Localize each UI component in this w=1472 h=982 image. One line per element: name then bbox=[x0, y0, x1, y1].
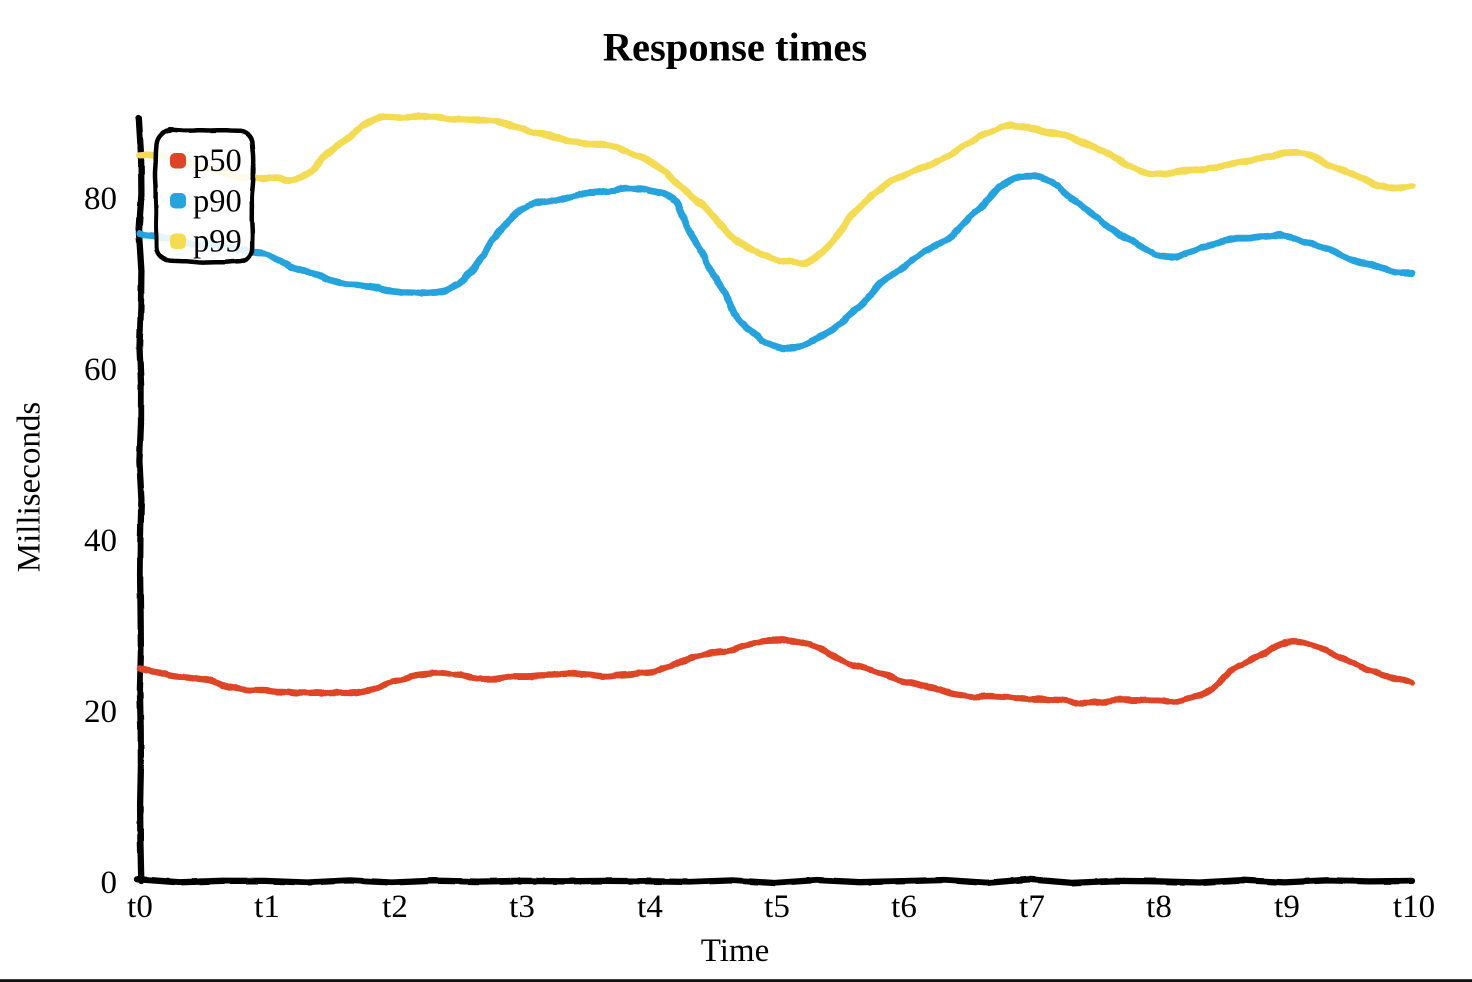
svg-text:p90: p90 bbox=[193, 183, 242, 219]
svg-text:t5: t5 bbox=[764, 889, 790, 925]
svg-text:Milliseconds: Milliseconds bbox=[12, 402, 48, 573]
svg-text:t9: t9 bbox=[1274, 889, 1300, 925]
svg-text:t0: t0 bbox=[127, 889, 153, 925]
svg-text:t3: t3 bbox=[509, 889, 535, 925]
svg-text:t6: t6 bbox=[891, 889, 917, 925]
svg-text:t2: t2 bbox=[382, 889, 408, 925]
svg-text:Response times: Response times bbox=[603, 25, 867, 70]
svg-text:80: 80 bbox=[84, 181, 117, 217]
svg-text:t1: t1 bbox=[254, 889, 280, 925]
svg-text:t10: t10 bbox=[1393, 889, 1435, 925]
svg-text:40: 40 bbox=[84, 523, 117, 559]
svg-text:p50: p50 bbox=[193, 143, 242, 179]
svg-text:60: 60 bbox=[84, 352, 117, 388]
svg-text:t4: t4 bbox=[637, 889, 663, 925]
svg-text:t8: t8 bbox=[1146, 889, 1172, 925]
svg-text:Time: Time bbox=[701, 933, 769, 969]
svg-text:0: 0 bbox=[101, 865, 118, 901]
svg-text:p99: p99 bbox=[193, 224, 242, 260]
svg-text:20: 20 bbox=[84, 694, 117, 730]
svg-text:t7: t7 bbox=[1019, 889, 1045, 925]
